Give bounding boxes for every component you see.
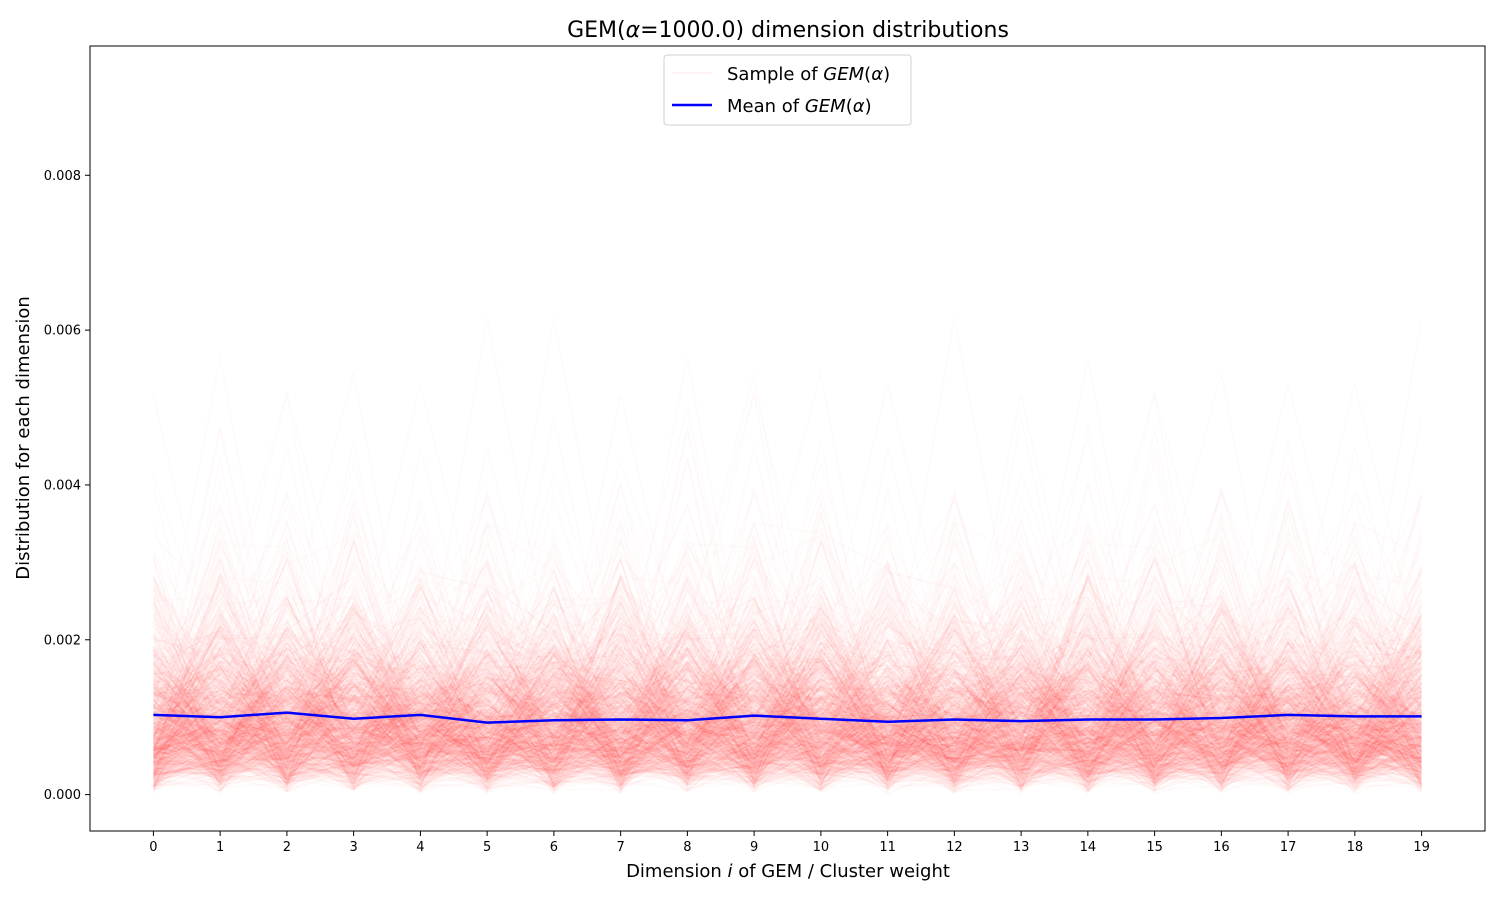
x-tick-label: 7 bbox=[616, 840, 624, 855]
y-tick-label: 0.008 bbox=[44, 169, 81, 184]
legend-label-samples: Sample of GEM(α) bbox=[727, 64, 890, 85]
legend: Sample of GEM(α) Mean of GEM(α) bbox=[663, 54, 912, 126]
x-tick-label: 3 bbox=[350, 840, 358, 855]
x-tick-label: 16 bbox=[1213, 840, 1230, 855]
legend-label-mean: Mean of GEM(α) bbox=[727, 96, 872, 117]
plot-frame bbox=[89, 45, 1486, 832]
x-tick-label: 9 bbox=[750, 840, 758, 855]
y-tick-label: 0.004 bbox=[44, 478, 81, 493]
legend-box bbox=[663, 54, 912, 126]
mean-line bbox=[153, 711, 1422, 724]
chart-title: GEM(α=1000.0) dimension distributions bbox=[567, 18, 1009, 43]
x-tick-label: 2 bbox=[283, 840, 291, 855]
x-tick-label: 10 bbox=[813, 840, 830, 855]
x-tick-label: 6 bbox=[550, 840, 558, 855]
y-tick-label: 0.006 bbox=[44, 324, 81, 339]
x-tick-label: 11 bbox=[879, 840, 896, 855]
x-tick-label: 15 bbox=[1146, 840, 1163, 855]
y-tick-label: 0.000 bbox=[44, 788, 81, 803]
x-tick-label: 19 bbox=[1413, 840, 1430, 855]
x-tick-label: 14 bbox=[1080, 840, 1097, 855]
x-axis: 0 1 2 3 4 5 6 7 8 9 10 11 12 13 14 15 16 17 18 19 bbox=[149, 831, 1430, 855]
x-tick-label: 4 bbox=[416, 840, 424, 855]
y-tick-label: 0.002 bbox=[44, 633, 81, 648]
x-tick-label: 18 bbox=[1347, 840, 1364, 855]
x-tick-label: 13 bbox=[1013, 840, 1030, 855]
x-tick-label: 0 bbox=[149, 840, 157, 855]
x-tick-label: 12 bbox=[946, 840, 963, 855]
plot-area bbox=[89, 45, 1486, 832]
x-tick-label: 1 bbox=[216, 840, 224, 855]
x-tick-label: 5 bbox=[483, 840, 491, 855]
x-axis-label: Dimension i of GEM / Cluster weight bbox=[626, 861, 950, 882]
y-axis-label: Distribution for each dimension bbox=[13, 296, 34, 580]
mean-line-group bbox=[153, 711, 1422, 724]
y-axis: 0.000 0.002 0.004 0.006 0.008 bbox=[44, 169, 90, 803]
x-tick-label: 8 bbox=[683, 840, 691, 855]
x-tick-label: 17 bbox=[1280, 840, 1297, 855]
